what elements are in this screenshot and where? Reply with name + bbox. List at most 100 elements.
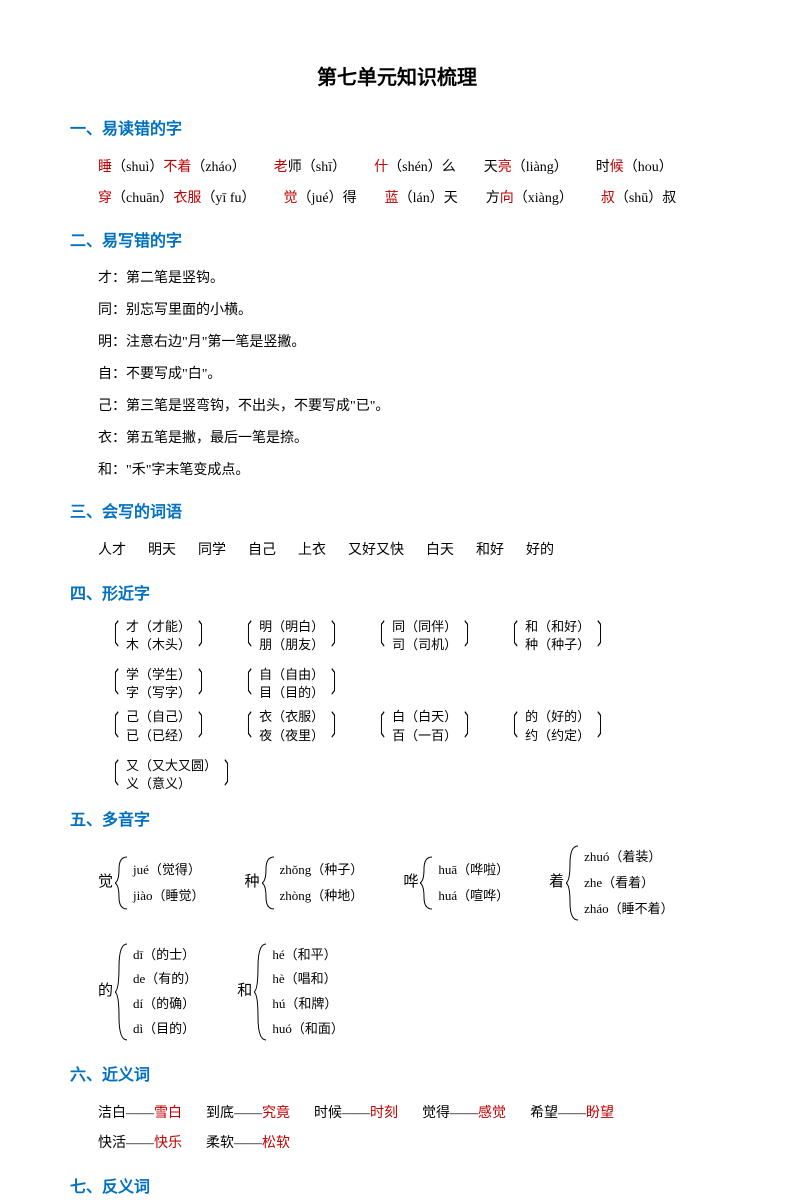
word-item: 明天	[148, 543, 176, 558]
pair-group: 〔的（好的）约（约定） 〕	[497, 708, 618, 744]
pair-line: 义（意义）	[126, 775, 217, 793]
section2-item: 衣：第五笔是撇，最后一笔是捺。	[98, 425, 724, 453]
synonym-pair: 时候——时刻	[314, 1106, 398, 1121]
pinyin-entry: 天亮（liàng）	[484, 153, 568, 184]
multi-group: 和 hé（和平）hè（唱和）hú（和牌）huó（和面）	[237, 942, 344, 1042]
pinyin-entry: 什（shén）么	[374, 153, 456, 184]
section5-group2: 的dī（的士）de（有的）dí（的确）dì（目的） 和 hé（和平）hè（唱和）hú…	[98, 942, 724, 1042]
section7-heading: 七、反义词	[70, 1174, 724, 1203]
pinyin-entry: 睡（shuì）不着（zháo）	[98, 153, 246, 184]
multi-group: 的dī（的士）de（有的）dí（的确）dì（目的）	[98, 942, 197, 1042]
reading-line: jiào（睡觉）	[133, 883, 205, 909]
pair-group: 〔衣（衣服）夜（夜里）〕	[231, 708, 352, 744]
bracket-icon: 〔	[371, 618, 385, 654]
section1-row2: 穿（chuān）衣服（yī fu） 觉（jué）得 蓝（lán）天 方向（xià…	[98, 184, 724, 215]
section3-heading: 三、会写的词语	[70, 499, 724, 528]
section2-item: 和："禾"字末笔变成点。	[98, 457, 724, 485]
syn-b: 感觉	[478, 1106, 506, 1121]
multi-group: 觉 jué（觉得）jiào（睡觉）	[98, 855, 205, 911]
bracket-icon: 〔	[105, 708, 119, 744]
reading-line: dí（的确）	[133, 992, 197, 1017]
pair-line: 白（白天）	[392, 708, 457, 726]
word-item: 和好	[476, 543, 504, 558]
multi-char: 哗	[403, 869, 418, 896]
bracket-icon: 〔	[105, 757, 119, 793]
syn-a: 洁白	[98, 1106, 126, 1121]
pair-line: 才（才能）	[126, 618, 191, 636]
reading-line: hú（和牌）	[272, 992, 344, 1017]
pair-line: 同（同伴）	[392, 618, 457, 636]
reading-line: hé（和平）	[272, 943, 344, 968]
section2-item: 己：第三笔是竖弯钩，不出头，不要写成"已"。	[98, 393, 724, 421]
syn-b: 雪白	[154, 1106, 182, 1121]
syn-b: 究竟	[262, 1106, 290, 1121]
multi-char: 和	[237, 978, 252, 1005]
bracket-icon: 〔	[371, 708, 385, 744]
pinyin-entry: 老师（shī）	[274, 153, 346, 184]
bracket-icon: 〔	[504, 708, 518, 744]
synonym-pair: 到底——究竟	[206, 1106, 290, 1121]
pair-group: 〔才（才能）木（木头） 〕	[98, 618, 219, 654]
pair-line: 木（木头）	[126, 636, 191, 654]
bracket-icon: 〕	[224, 757, 238, 793]
pair-line: 的（好的）	[525, 708, 590, 726]
word-item: 自己	[248, 543, 276, 558]
reading-line: zhǒng（种子）	[280, 857, 364, 883]
pair-line: 约（约定）	[525, 727, 590, 745]
multi-char: 觉	[98, 869, 113, 896]
bracket-icon: 〕	[331, 708, 345, 744]
reading-line: huā（哗啦）	[438, 857, 509, 883]
reading-line: dī（的士）	[133, 943, 197, 968]
multi-group: 着zhuó（着装）zhe（看着）zháo（睡不着）	[549, 844, 674, 922]
reading-line: huó（和面）	[272, 1017, 344, 1042]
bracket-icon: 〕	[597, 708, 611, 744]
section2-item: 同：别忘写里面的小横。	[98, 297, 724, 325]
bracket-icon: 〕	[464, 618, 478, 654]
bracket-icon: 〕	[464, 708, 478, 744]
brace-icon	[566, 844, 580, 922]
bracket-icon: 〕	[198, 666, 212, 702]
syn-a: 希望	[530, 1106, 558, 1121]
reading-line: hè（唱和）	[272, 967, 344, 992]
bracket-icon: 〕	[597, 618, 611, 654]
pinyin-entry: 穿（chuān）衣服（yī fu）	[98, 184, 256, 215]
reading-line: jué（觉得）	[133, 857, 205, 883]
synonym-pair: 希望——盼望	[530, 1106, 614, 1121]
syn-a: 时候	[314, 1106, 342, 1121]
section2-item: 才：第二笔是竖钩。	[98, 265, 724, 293]
word-item: 人才	[98, 543, 126, 558]
section2-heading: 二、易写错的字	[70, 228, 724, 257]
bracket-icon: 〕	[198, 618, 212, 654]
bracket-icon: 〕	[331, 666, 345, 702]
word-item: 上衣	[298, 543, 326, 558]
synonym-pair: 快活——快乐	[98, 1136, 182, 1151]
bracket-icon: 〔	[238, 708, 252, 744]
syn-b: 松软	[262, 1136, 290, 1151]
bracket-icon: 〔	[504, 618, 518, 654]
section6-row2: 快活——快乐 柔软——松软	[98, 1129, 724, 1160]
section5-heading: 五、多音字	[70, 807, 724, 836]
brace-icon	[420, 855, 434, 911]
bracket-icon: 〕	[331, 618, 345, 654]
word-item: 又好又快	[348, 543, 404, 558]
section1-row1: 睡（shuì）不着（zháo） 老师（shī） 什（shén）么 天亮（liàn…	[98, 153, 724, 184]
pair-group: 〔自（自由）目（目的）〕	[231, 666, 352, 702]
bracket-icon: 〔	[238, 666, 252, 702]
brace-icon	[262, 855, 276, 911]
reading-line: zhuó（着装）	[584, 844, 674, 870]
bracket-icon: 〔	[105, 618, 119, 654]
reading-line: zháo（睡不着）	[584, 896, 674, 922]
pinyin-entry: 时候（hou）	[596, 153, 673, 184]
pair-line: 种（种子）	[525, 636, 590, 654]
pinyin-entry: 蓝（lán）天	[385, 184, 458, 215]
section6-row1: 洁白——雪白到底——究竟时候——时刻觉得——感觉希望——盼望	[98, 1099, 724, 1130]
syn-b: 盼望	[586, 1106, 614, 1121]
section5-group1: 觉jué（觉得）jiào（睡觉）种zhǒng（种子）zhòng（种地）哗huā（…	[98, 844, 724, 922]
synonym-pair: 洁白——雪白	[98, 1106, 182, 1121]
synonym-pair: 柔软——松软	[206, 1136, 290, 1151]
pinyin-entry: 叔（shū）叔	[601, 184, 676, 215]
reading-line: zhòng（种地）	[280, 883, 364, 909]
multi-char: 着	[549, 869, 564, 896]
pair-line: 司（司机）	[392, 636, 457, 654]
reading-line: huá（喧哗）	[438, 883, 509, 909]
